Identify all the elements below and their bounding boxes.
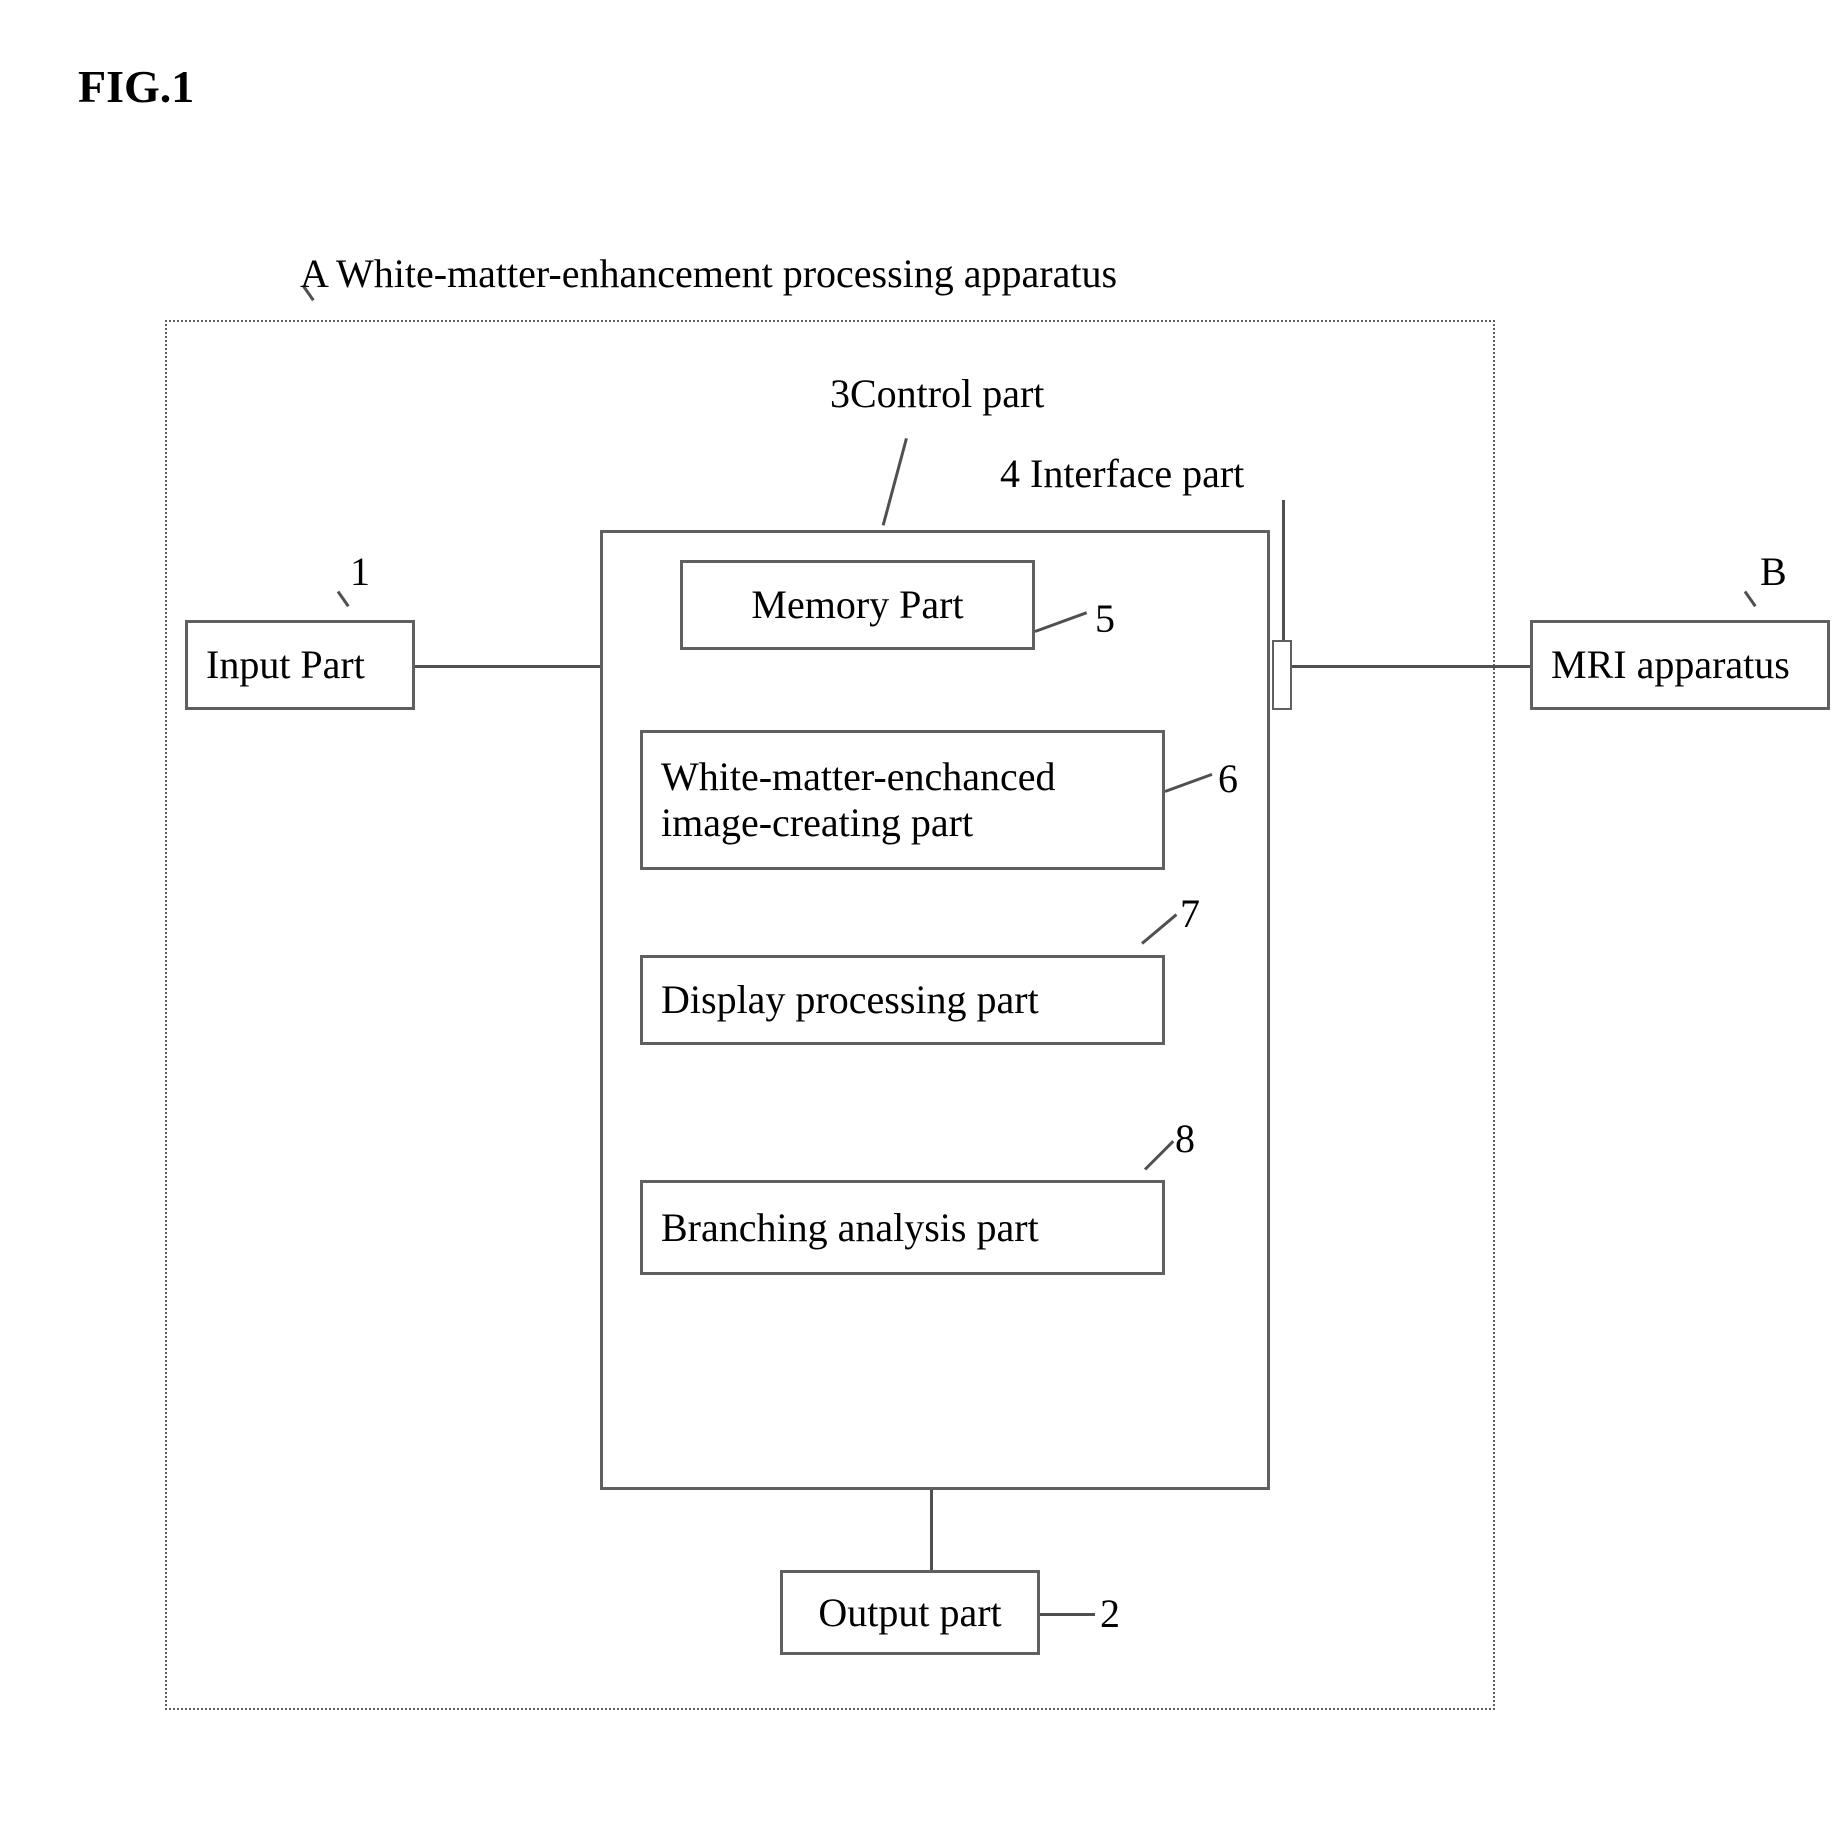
output-box: Output part (780, 1570, 1040, 1655)
connector-input-control (415, 665, 600, 668)
interface-part-box (1272, 640, 1292, 710)
label-6: 6 (1218, 755, 1238, 802)
wme-text: White-matter-enchanced image-creating pa… (661, 754, 1144, 846)
input-part-text: Input Part (206, 642, 365, 688)
label-interface: 4 Interface part (1000, 450, 1244, 497)
mri-text: MRI apparatus (1551, 642, 1790, 688)
display-box: Display processing part (640, 955, 1165, 1045)
label-8: 8 (1175, 1115, 1195, 1162)
label-5: 5 (1095, 595, 1115, 642)
connector-interface-mri (1292, 665, 1530, 668)
leader-tick-b (1744, 591, 1757, 607)
figure-title: FIG.1 (78, 60, 194, 113)
branching-text: Branching analysis part (661, 1205, 1039, 1251)
label-2: 2 (1100, 1590, 1120, 1637)
mri-box: MRI apparatus (1530, 620, 1830, 710)
memory-part-text: Memory Part (751, 582, 963, 628)
leader-2 (1040, 1613, 1095, 1616)
memory-part-box: Memory Part (680, 560, 1035, 650)
branching-box: Branching analysis part (640, 1180, 1165, 1275)
leader-interface (1282, 500, 1285, 640)
label-b: B (1760, 548, 1787, 595)
wme-box: White-matter-enchanced image-creating pa… (640, 730, 1165, 870)
label-1: 1 (350, 548, 370, 595)
label-7: 7 (1180, 890, 1200, 937)
label-a: A White-matter-enhancement processing ap… (300, 250, 1117, 297)
connector-control-output (930, 1490, 933, 1570)
output-text: Output part (818, 1590, 1001, 1636)
label-control: 3Control part (830, 370, 1044, 417)
input-part-box: Input Part (185, 620, 415, 710)
display-text: Display processing part (661, 977, 1039, 1023)
